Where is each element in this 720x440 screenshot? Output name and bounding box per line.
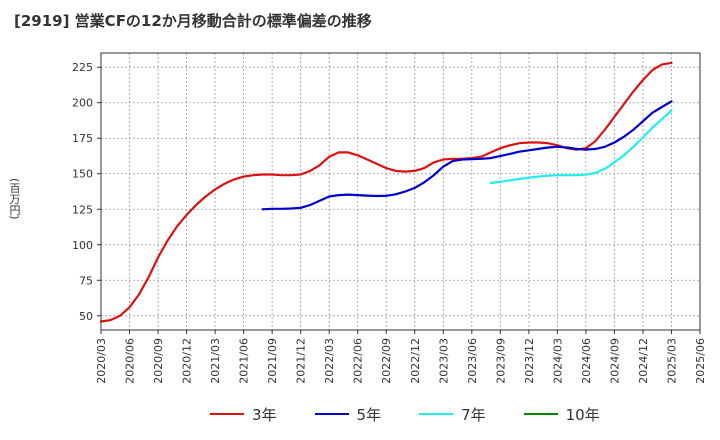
legend-swatch <box>419 413 454 415</box>
legend-swatch <box>314 413 349 415</box>
y-tick-label: 225 <box>72 61 93 74</box>
x-axis-ticks: 2020/03 2020/06 2020/09 2020/12 2021/03 2021/… <box>95 330 707 384</box>
y-tick-label: 75 <box>79 274 93 287</box>
x-tick-label: 2022/09 <box>380 338 393 384</box>
x-tick-label: 2022/03 <box>323 338 336 384</box>
legend-item: 10年 <box>523 404 600 425</box>
x-tick-label: 2021/12 <box>295 338 308 384</box>
legend-swatch <box>523 413 558 415</box>
series-line-7年 <box>489 109 673 185</box>
y-tick-label: 150 <box>72 168 93 181</box>
legend-label: 7年 <box>461 405 486 424</box>
legend-swatch <box>210 413 244 415</box>
legend-item: 5年 <box>314 404 382 425</box>
x-tick-label: 2023/12 <box>523 338 536 384</box>
x-tick-label: 2021/06 <box>238 338 251 384</box>
x-tick-label: 2024/06 <box>580 338 593 384</box>
plot-frame <box>100 52 701 331</box>
x-tick-label: 2023/09 <box>494 338 507 384</box>
legend-item: 7年 <box>419 404 486 425</box>
y-tick-label: 125 <box>72 203 93 216</box>
x-tick-label: 2025/06 <box>694 338 707 384</box>
series-line-5年 <box>261 100 673 211</box>
legend-item: 3年 <box>210 404 277 425</box>
legend: 3年 5年 7年 10年 <box>210 402 638 426</box>
y-tick-label: 100 <box>72 239 93 252</box>
y-tick-label: 200 <box>72 97 93 110</box>
x-tick-label: 2021/09 <box>266 338 279 384</box>
y-axis-ticks: 50 75 100 125 150 175 200 225 <box>72 61 101 323</box>
legend-label: 5年 <box>356 405 382 424</box>
legend-label: 3年 <box>252 405 277 424</box>
x-tick-label: 2022/12 <box>409 338 422 384</box>
x-tick-label: 2023/06 <box>466 338 479 384</box>
x-tick-label: 2020/09 <box>152 338 165 384</box>
x-tick-label: 2020/03 <box>95 338 108 384</box>
series-lines <box>99 61 673 323</box>
x-tick-label: 2024/12 <box>637 338 650 384</box>
x-tick-label: 2022/06 <box>352 338 365 384</box>
x-tick-label: 2021/03 <box>209 338 222 384</box>
x-tick-label: 2023/03 <box>437 338 450 384</box>
x-tick-label: 2025/03 <box>665 338 678 384</box>
x-tick-label: 2020/12 <box>181 338 194 384</box>
x-tick-label: 2024/09 <box>608 338 621 384</box>
legend-label: 10年 <box>565 405 600 424</box>
y-tick-label: 175 <box>72 132 93 145</box>
chart-title: [2919] 営業CFの12か月移動合計の標準偏差の推移 <box>14 12 372 30</box>
x-tick-label: 2020/06 <box>124 338 137 384</box>
y-axis-label: (百万円) <box>8 178 21 220</box>
x-tick-label: 2024/03 <box>551 338 564 384</box>
y-tick-label: 50 <box>79 310 93 323</box>
gridlines <box>101 53 700 330</box>
